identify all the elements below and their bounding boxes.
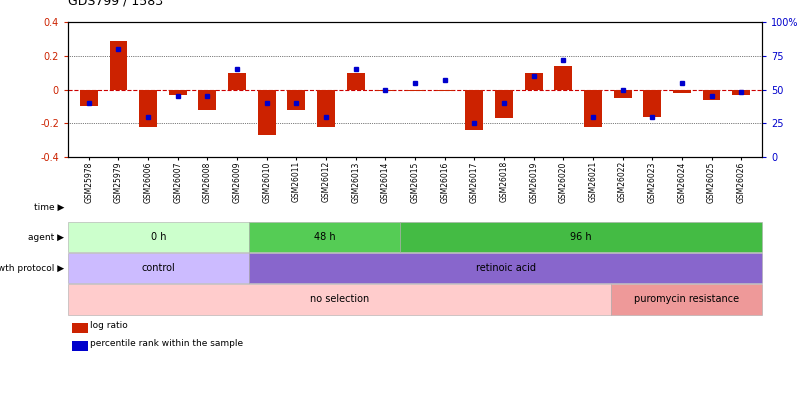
Bar <box>169 90 186 94</box>
Bar <box>79 90 97 107</box>
Text: log ratio: log ratio <box>90 322 128 330</box>
Text: 48 h: 48 h <box>313 232 335 242</box>
Bar <box>139 90 157 127</box>
Text: GDS799 / 1583: GDS799 / 1583 <box>68 0 163 8</box>
Text: 96 h: 96 h <box>569 232 591 242</box>
Bar <box>228 72 246 90</box>
Text: 0 h: 0 h <box>151 232 166 242</box>
Bar <box>287 90 305 110</box>
Bar <box>198 90 216 110</box>
Bar <box>554 66 572 90</box>
Bar <box>672 90 690 93</box>
Bar <box>702 90 719 100</box>
Bar <box>406 90 423 91</box>
Bar <box>524 72 542 90</box>
Bar <box>376 90 393 91</box>
Text: percentile rank within the sample: percentile rank within the sample <box>90 339 243 348</box>
Bar <box>732 90 749 94</box>
Bar <box>465 90 483 130</box>
Text: growth protocol ▶: growth protocol ▶ <box>0 264 64 273</box>
Text: agent ▶: agent ▶ <box>28 234 64 243</box>
Text: retinoic acid: retinoic acid <box>475 263 535 273</box>
Bar <box>642 90 660 117</box>
Text: puromycin resistance: puromycin resistance <box>634 294 738 305</box>
Bar <box>435 90 453 91</box>
Bar <box>316 90 335 127</box>
Bar <box>258 90 275 135</box>
Bar <box>346 72 364 90</box>
Text: no selection: no selection <box>309 294 369 305</box>
Bar <box>109 40 127 90</box>
Text: control: control <box>141 263 175 273</box>
Bar <box>583 90 601 127</box>
Bar <box>613 90 630 98</box>
Bar <box>495 90 512 118</box>
Text: time ▶: time ▶ <box>34 202 64 211</box>
